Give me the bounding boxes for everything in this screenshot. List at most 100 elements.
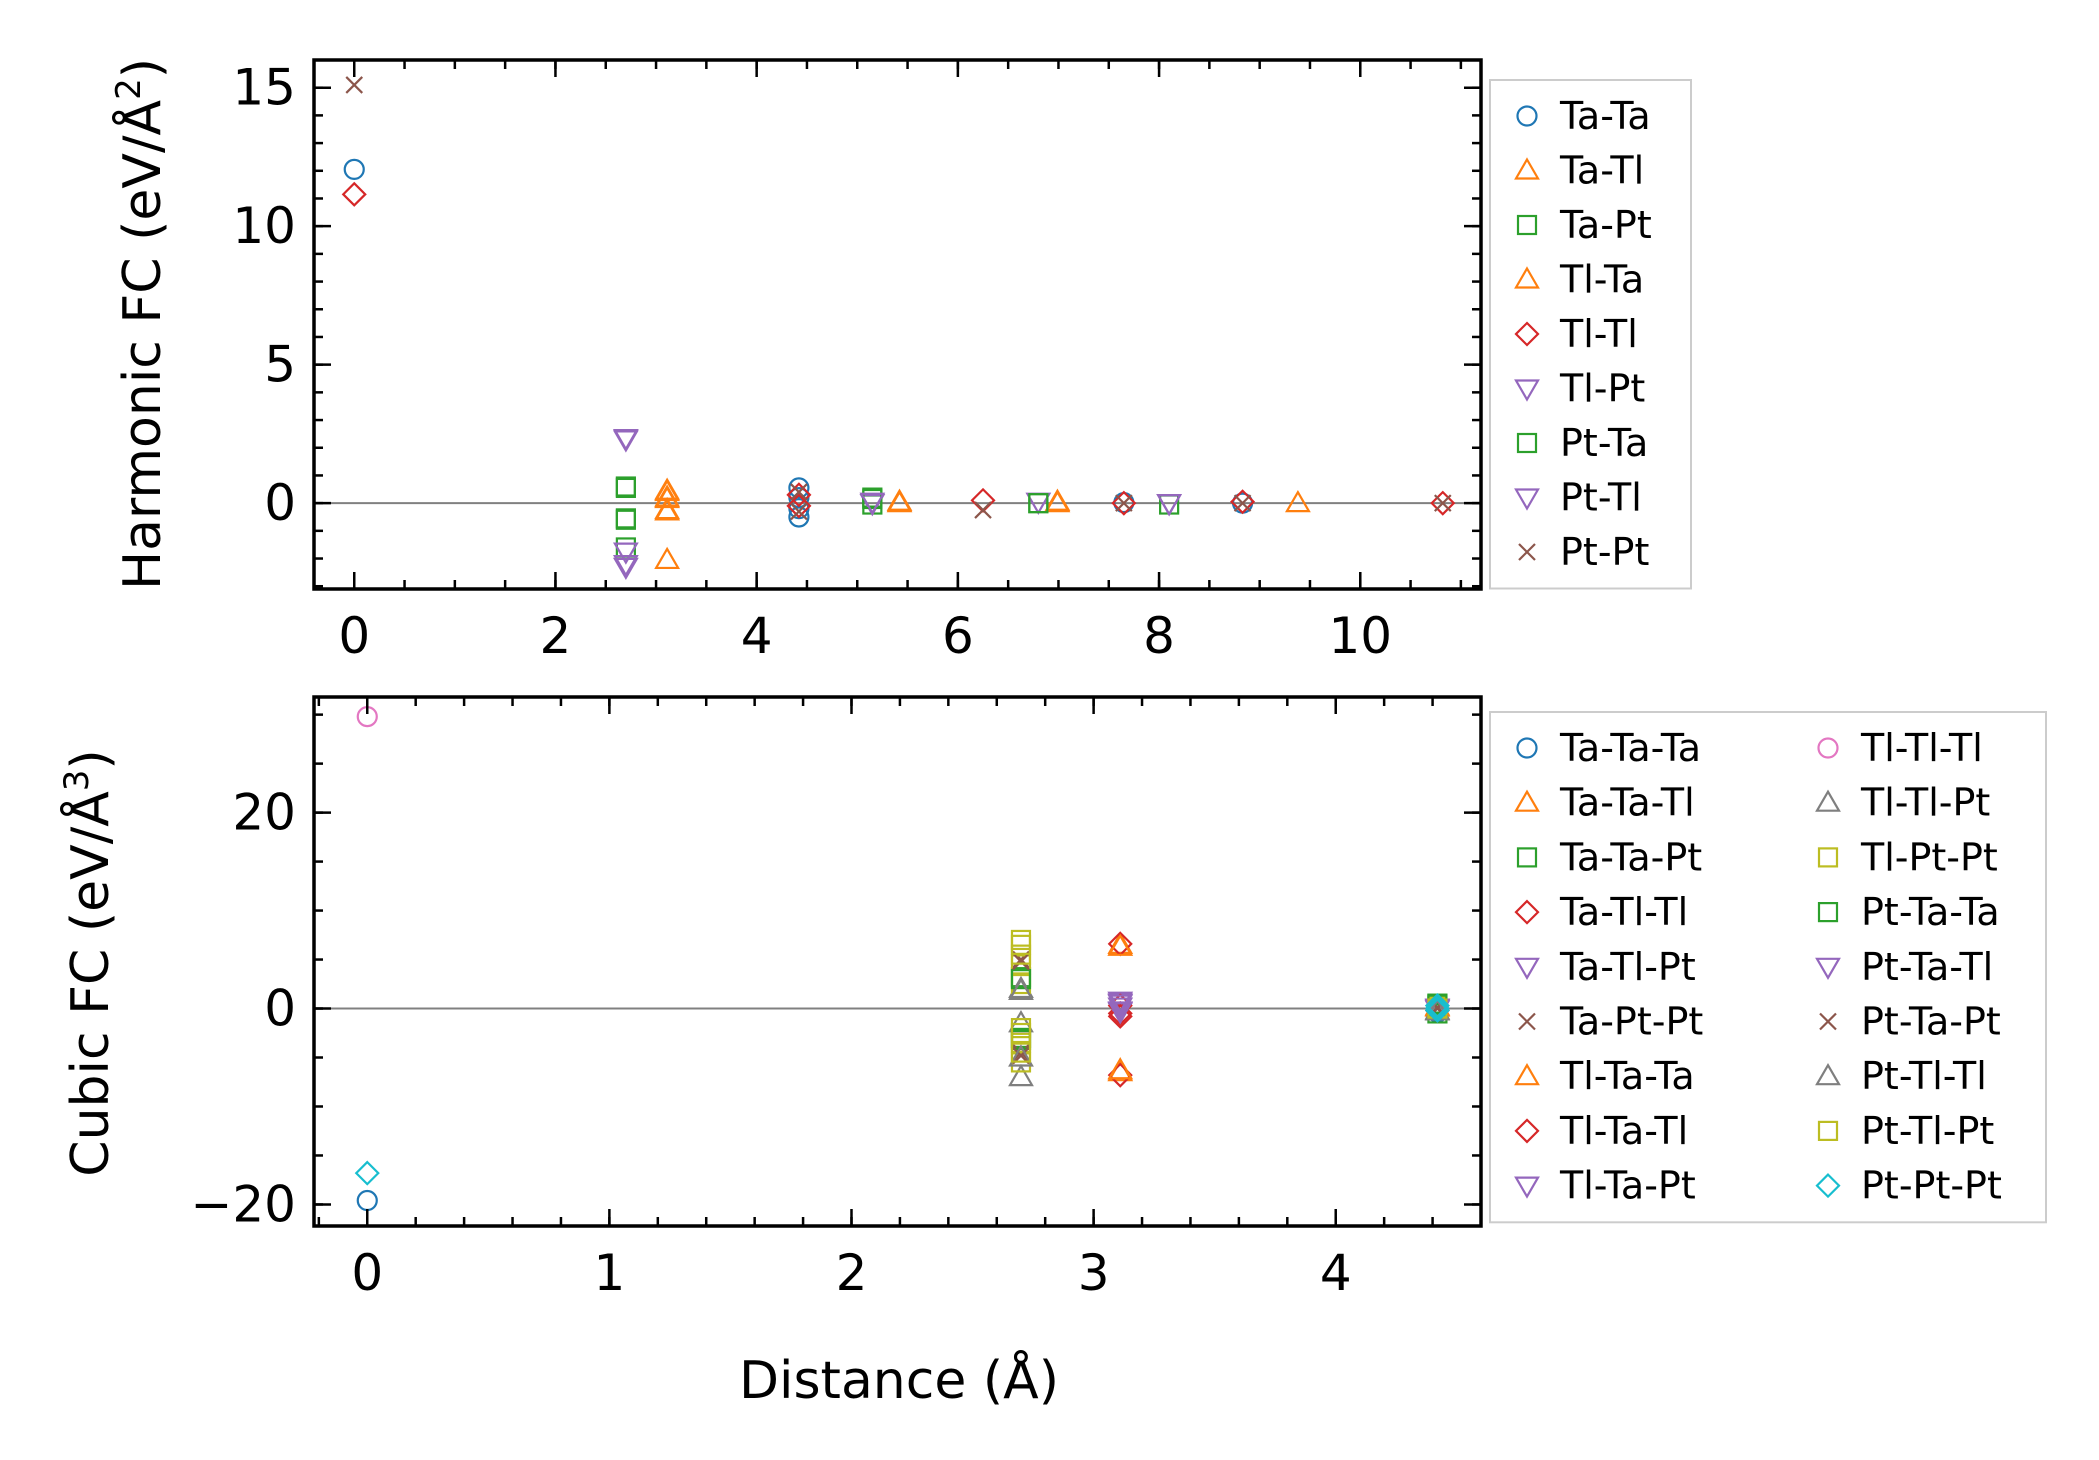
harmonic-point-pt-pt (1115, 494, 1133, 512)
cubic-legend-label: Tl-Pt-Pt (1860, 835, 1998, 879)
harmonic-x-tick-label: 6 (942, 607, 974, 665)
harmonic-x-tick-label: 4 (741, 607, 773, 665)
cubic-x-tick-label: 3 (1078, 1244, 1110, 1302)
harmonic-x-tick-label: 2 (540, 607, 572, 665)
cubic-legend-marker-ta-ta-pt (1516, 847, 1538, 868)
harmonic-point-ta-pt (615, 476, 636, 497)
cubic-point-tl-tl-pt (1008, 1063, 1034, 1087)
cubic-legend-box (1489, 711, 2047, 1224)
harmonic-legend-label: Ta-Ta (1559, 94, 1651, 138)
cubic-x-tick-label: 1 (593, 1244, 625, 1302)
cubic-point-pt-ta-tl (1107, 1001, 1134, 1024)
cubic-point-pt-pt-pt (354, 1160, 380, 1186)
harmonic-point-pt-pt (345, 76, 364, 94)
harmonic-legend-marker-ta-pt (1516, 214, 1538, 236)
harmonic-point-pt-tl (612, 430, 639, 453)
cubic-legend-label: Pt-Ta-Pt (1861, 1000, 2001, 1044)
harmonic-point-pt-pt (974, 501, 992, 519)
cubic-legend-label: Tl-Ta-Ta (1559, 1054, 1695, 1098)
cubic-x-tick-label: 4 (1320, 1244, 1352, 1302)
cubic-legend-label: Ta-Ta-Pt (1559, 835, 1702, 879)
cubic-legend-marker-tl-ta-tl (1514, 1118, 1540, 1144)
harmonic-point-tl-ta (654, 485, 681, 509)
cubic-legend-marker-ta-tl-tl (1514, 899, 1540, 925)
cubic-legend-marker-ta-ta-tl (1514, 789, 1540, 812)
harmonic-point-tl-tl (970, 487, 996, 513)
cubic-legend-label: Tl-Ta-Tl (1559, 1109, 1688, 1153)
harmonic-legend-label: Pt-Pt (1560, 530, 1649, 574)
cubic-legend-marker-ta-pt-pt (1518, 1012, 1536, 1031)
harmonic-point-ta-ta (788, 477, 810, 499)
cubic-point-tl-ta-pt (1107, 997, 1134, 1020)
harmonic-legend-marker-ta-ta (1516, 105, 1538, 127)
cubic-point-pt-pt-pt (1424, 993, 1450, 1019)
cubic-legend-marker-pt-ta-ta (1817, 901, 1839, 923)
harmonic-legend-label: Tl-Tl (1559, 312, 1638, 356)
cubic-point-pt-ta-pt (1012, 952, 1030, 971)
harmonic-legend-marker-pt-tl (1514, 488, 1540, 511)
cubic-x-tick-label: 0 (351, 1244, 383, 1302)
harmonic-y-tick-label: 5 (264, 336, 296, 394)
cubic-y-tick-label: 20 (232, 784, 296, 842)
cubic-point-tl-ta-ta (1107, 1057, 1134, 1080)
harmonic-point-tl-tl (786, 482, 812, 508)
cubic-legend-label: Pt-Ta-Ta (1861, 890, 2000, 934)
harmonic-legend-marker-pt-pt (1518, 543, 1536, 561)
cubic-legend-label: Pt-Tl-Pt (1861, 1109, 1994, 1153)
harmonic-point-pt-tl (859, 492, 886, 515)
harmonic-point-ta-ta (343, 158, 365, 181)
x-axis-label: Distance (Å) (739, 1349, 1059, 1411)
cubic-legend-label: Pt-Tl-Tl (1861, 1054, 1987, 1098)
harmonic-point-tl-ta (886, 489, 913, 513)
harmonic-point-tl-tl (786, 493, 812, 519)
harmonic-point-tl-ta (654, 498, 681, 521)
harmonic-y-tick-label: 15 (232, 59, 296, 117)
cubic-point-tl-ta-tl (1107, 1003, 1133, 1029)
cubic-point-tl-ta-ta (1107, 933, 1134, 956)
harmonic-legend-marker-tl-tl (1514, 321, 1540, 347)
harmonic-point-ta-pt (615, 508, 636, 529)
cubic-legend-label: Ta-Tl-Pt (1559, 945, 1696, 989)
harmonic-point-pt-pt (790, 483, 808, 501)
cubic-legend-marker-tl-tl-pt (1815, 789, 1841, 812)
harmonic-x-tick-label: 8 (1143, 607, 1175, 665)
harmonic-legend: Ta-Ta Ta-Tl Ta-Pt Tl-Ta Tl-Tl Tl-Pt Pt-Ta Pt-Tl… (1489, 79, 1692, 590)
harmonic-point-tl-tl (1230, 489, 1256, 515)
cubic-point-pt-tl-tl (1008, 1044, 1034, 1067)
cubic-legend-label: Ta-Tl-Tl (1559, 890, 1688, 934)
harmonic-point-tl-ta (1044, 488, 1071, 511)
harmonic-point-pt-ta (615, 477, 636, 499)
harmonic-legend-marker-tl-pt (1514, 379, 1540, 402)
harmonic-point-tl-tl (1430, 490, 1456, 516)
cubic-point-ta-ta-ta (356, 1189, 378, 1212)
cubic-legend-label: Pt-Pt-Pt (1861, 1164, 2002, 1208)
harmonic-point-pt-pt (1233, 494, 1252, 512)
harmonic-point-tl-pt (612, 428, 639, 452)
harmonic-point-pt-ta (1028, 493, 1049, 514)
harmonic-y-axis-label: Harmonic FC (eV/Å2) (109, 58, 173, 590)
cubic-legend-marker-pt-ta-tl (1815, 957, 1841, 980)
harmonic-x-tick-label: 10 (1328, 607, 1392, 665)
cubic-legend-label: Ta-Ta-Tl (1559, 781, 1695, 825)
harmonic-point-pt-ta (615, 509, 636, 530)
harmonic-legend-label: Ta-Tl (1559, 149, 1644, 193)
harmonic-legend-label: Ta-Pt (1559, 203, 1652, 247)
cubic-legend-marker-ta-ta-ta (1516, 737, 1538, 759)
harmonic-point-tl-pt (1156, 494, 1183, 517)
cubic-legend-label: Tl-Tl-Tl (1860, 726, 1983, 770)
cubic-point-pt-tl-pt (1010, 1042, 1032, 1063)
harmonic-legend-label: Pt-Ta (1560, 421, 1648, 465)
cubic-point-pt-pt-pt (1424, 995, 1450, 1022)
harmonic-point-ta-tl (1284, 489, 1311, 513)
harmonic-point-tl-tl (341, 181, 367, 207)
cubic-legend-marker-tl-ta-pt (1514, 1176, 1540, 1199)
cubic-legend-label: Tl-Tl-Pt (1860, 781, 1990, 825)
cubic-legend-label: Pt-Ta-Tl (1861, 945, 1993, 989)
cubic-point-pt-tl-pt (1010, 1022, 1032, 1044)
cubic-plot-frame (312, 695, 1483, 1228)
harmonic-legend-label: Tl-Ta (1559, 258, 1644, 302)
harmonic-y-tick-label: 10 (232, 197, 296, 255)
cubic-legend-marker-tl-tl-tl (1817, 737, 1839, 759)
harmonic-legend-marker-tl-ta (1514, 266, 1540, 289)
